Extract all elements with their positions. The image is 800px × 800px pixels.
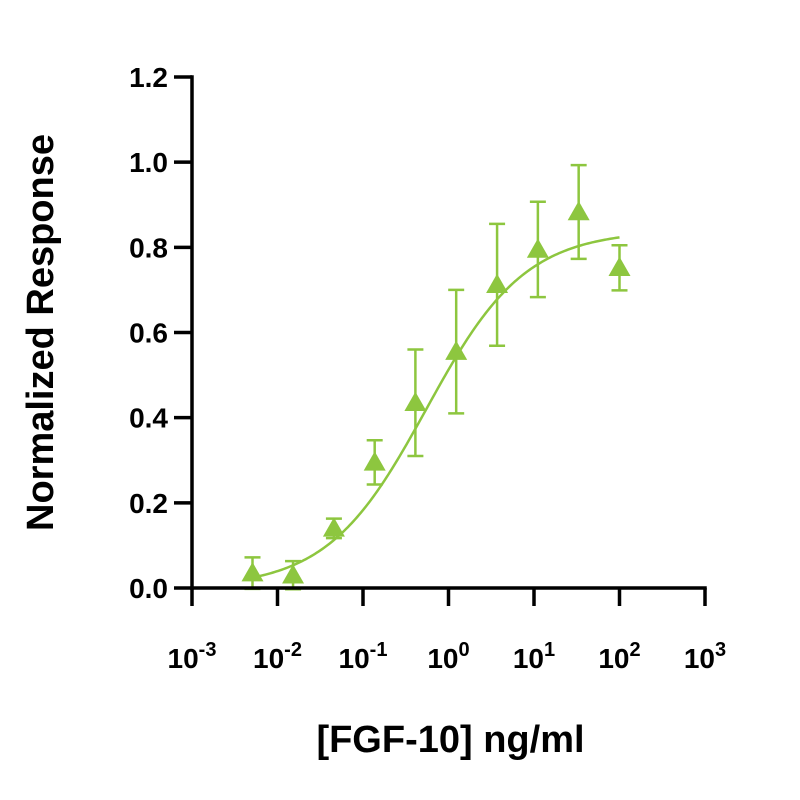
data-point-triangle: [322, 517, 345, 537]
y-tick-label: 1.0: [129, 147, 168, 178]
data-point-triangle: [526, 238, 549, 258]
data-point-triangle: [567, 200, 590, 221]
y-tick-label: 0.6: [129, 318, 168, 349]
y-tick-label: 0.4: [129, 403, 168, 434]
x-tick-label: 10-3: [168, 639, 217, 674]
x-tick-label: 103: [684, 639, 726, 674]
x-tick-label: 10-1: [339, 639, 388, 674]
data-point-triangle: [445, 340, 468, 360]
y-tick-label: 0.2: [129, 488, 168, 519]
data-point-triangle: [363, 451, 386, 471]
fit-curve: [252, 236, 620, 579]
x-tick-label: 10-2: [253, 639, 302, 674]
data-point-triangle: [608, 256, 631, 277]
x-axis-title: [FGF-10] ng/ml: [316, 719, 584, 761]
y-tick-label: 1.2: [129, 62, 168, 93]
data-point-triangle: [486, 273, 509, 294]
data-point-triangle: [282, 564, 305, 584]
data-point-triangle: [404, 391, 427, 412]
y-axis-title: Normalized Response: [20, 134, 62, 531]
x-tick-label: 100: [427, 639, 469, 674]
x-tick-label: 101: [513, 639, 555, 674]
y-tick-label: 0.0: [129, 573, 168, 604]
data-point-triangle: [241, 562, 264, 582]
y-tick-label: 0.8: [129, 232, 168, 263]
x-tick-label: 102: [598, 639, 640, 674]
